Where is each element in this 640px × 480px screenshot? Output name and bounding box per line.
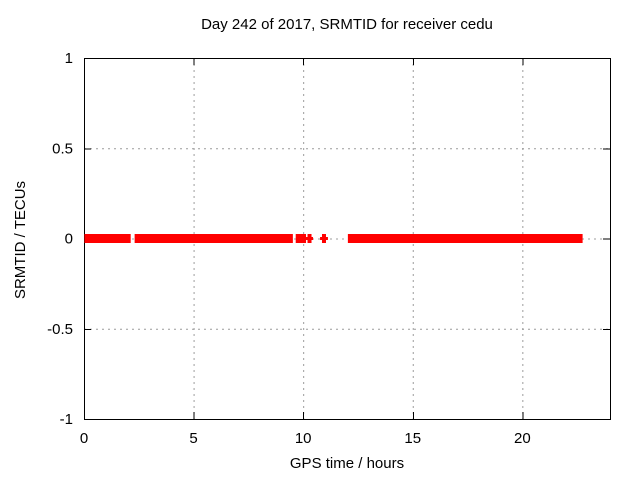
data-marker-cluster <box>321 234 326 243</box>
y-tick-label: -0.5 <box>47 321 73 338</box>
data-segment <box>84 234 131 243</box>
x-tick-label: 15 <box>404 430 421 447</box>
chart-title: Day 242 of 2017, SRMTID for receiver ced… <box>201 16 493 33</box>
y-tick-label: 1 <box>65 50 73 67</box>
data-segment <box>134 234 293 243</box>
x-axis-label: GPS time / hours <box>289 455 405 472</box>
x-tick-label: 20 <box>514 430 531 447</box>
x-tick-label: 5 <box>189 430 197 447</box>
y-tick-label: -1 <box>60 411 73 428</box>
x-tick-label: 0 <box>80 430 88 447</box>
data-marker-cluster <box>307 234 312 243</box>
data-segment <box>295 234 307 243</box>
y-axis-label: SRMTID / TECUs <box>12 180 29 300</box>
data-segment <box>347 234 583 243</box>
y-tick-label: 0.5 <box>52 140 73 157</box>
x-tick-label: 10 <box>295 430 312 447</box>
y-tick-label: 0 <box>65 231 73 248</box>
